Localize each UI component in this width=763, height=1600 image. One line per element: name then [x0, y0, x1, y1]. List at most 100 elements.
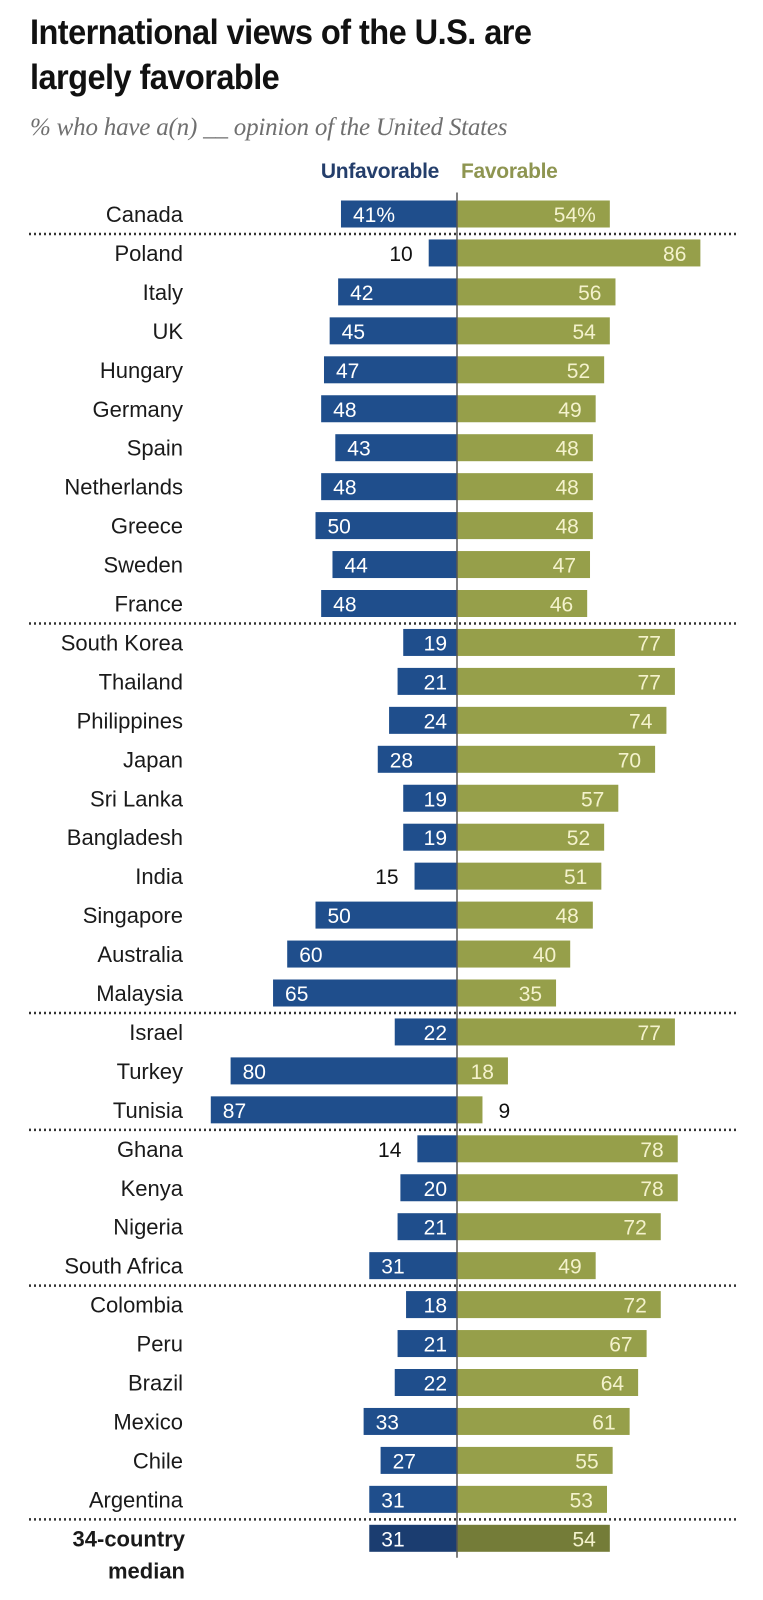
- data-label-unfavorable: 31: [381, 1256, 404, 1279]
- data-label-favorable: 49: [558, 1256, 581, 1279]
- data-label-favorable: 61: [592, 1411, 615, 1434]
- data-label-unfavorable: 21: [424, 1217, 447, 1240]
- bar-unfavorable: [329, 317, 457, 345]
- country-label: Israel: [129, 1020, 183, 1045]
- data-label-favorable: 48: [555, 516, 578, 539]
- data-label-favorable: 57: [581, 788, 604, 811]
- country-label: Italy: [143, 280, 183, 305]
- median-label: 34-country: [73, 1526, 186, 1551]
- country-label: Canada: [106, 202, 184, 227]
- bar-favorable: [457, 317, 610, 345]
- bar-favorable: [457, 1213, 661, 1241]
- bar-unfavorable: [400, 1174, 457, 1202]
- country-label: Malaysia: [96, 981, 184, 1006]
- chart-subtitle: % who have a(n) __ opinion of the United…: [30, 114, 508, 141]
- chart-title-line-2: largely favorable: [30, 58, 280, 97]
- bar-favorable: [457, 512, 593, 540]
- country-label: Bangladesh: [67, 825, 183, 850]
- bar-unfavorable: [230, 1057, 457, 1085]
- data-label-favorable: 56: [578, 282, 601, 305]
- data-label-unfavorable: 87: [223, 1100, 246, 1123]
- bar-unfavorable: [428, 239, 457, 267]
- data-label-unfavorable: 19: [424, 632, 447, 655]
- bar-unfavorable: [389, 706, 457, 734]
- bar-unfavorable: [406, 1291, 457, 1319]
- data-label-favorable: 54%: [554, 204, 596, 227]
- data-label-unfavorable: 60: [299, 944, 322, 967]
- data-label-favorable: 72: [623, 1217, 646, 1240]
- bar-favorable: [457, 434, 593, 462]
- data-label-unfavorable: 41%: [353, 204, 395, 227]
- data-label-unfavorable: 21: [424, 1334, 447, 1357]
- country-label: UK: [152, 319, 183, 344]
- country-label: Philippines: [77, 708, 183, 733]
- bar-unfavorable: [321, 395, 457, 423]
- bar-favorable: [457, 979, 557, 1007]
- data-label-favorable: 48: [555, 905, 578, 928]
- bar-favorable: [457, 1369, 639, 1396]
- country-label: Turkey: [117, 1059, 183, 1084]
- bar-favorable: [457, 1096, 483, 1124]
- country-label: South Africa: [64, 1254, 183, 1279]
- data-label-favorable: 54: [572, 321, 596, 344]
- data-label-favorable: 78: [640, 1178, 663, 1201]
- country-label: Australia: [97, 942, 183, 967]
- data-label-favorable: 52: [567, 827, 590, 850]
- country-label: Hungary: [100, 358, 183, 383]
- bar-favorable: [457, 356, 605, 384]
- country-label: Nigeria: [113, 1215, 183, 1240]
- data-label-unfavorable: 43: [347, 438, 370, 461]
- bar-unfavorable: [315, 901, 457, 929]
- bar-favorable: [457, 1485, 607, 1513]
- bar-favorable: [457, 1446, 613, 1474]
- bar-favorable: [457, 278, 616, 306]
- data-label-favorable: 77: [638, 1022, 661, 1045]
- data-label-unfavorable: 28: [390, 749, 413, 772]
- bar-unfavorable: [397, 667, 457, 695]
- data-label-unfavorable: 21: [424, 671, 447, 694]
- bar-unfavorable: [321, 473, 457, 501]
- data-label-favorable: 55: [575, 1450, 598, 1473]
- bar-unfavorable: [315, 512, 457, 540]
- bar-unfavorable: [394, 1369, 457, 1396]
- bar-unfavorable: [363, 1407, 457, 1435]
- bar-unfavorable: [369, 1485, 457, 1513]
- bar-unfavorable: [394, 1018, 457, 1046]
- country-label: Singapore: [83, 903, 183, 928]
- legend-unfavorable: Unfavorable: [320, 160, 439, 183]
- data-label-favorable: 53: [570, 1489, 593, 1512]
- data-label-unfavorable: 48: [333, 477, 356, 500]
- country-label: Tunisia: [113, 1098, 184, 1123]
- data-label-unfavorable: 47: [336, 360, 359, 383]
- data-label-favorable: 35: [519, 983, 542, 1006]
- bar-favorable: [457, 551, 591, 579]
- data-label-unfavorable: 48: [333, 399, 356, 422]
- bar-favorable: [457, 590, 588, 617]
- data-label-unfavorable: 65: [285, 983, 308, 1006]
- country-label: Poland: [114, 241, 183, 266]
- bar-favorable: [457, 1018, 675, 1046]
- data-label-favorable: 48: [555, 438, 578, 461]
- chart-title-line-1: International views of the U.S. are: [30, 13, 532, 52]
- bar-favorable: [457, 784, 619, 812]
- country-label: India: [135, 864, 183, 889]
- data-label-unfavorable: 44: [344, 555, 368, 578]
- data-label-favorable: 46: [550, 594, 573, 617]
- country-label: Germany: [93, 397, 183, 422]
- country-label: Sweden: [103, 553, 183, 578]
- data-label-unfavorable: 24: [424, 710, 448, 733]
- bar-unfavorable: [414, 862, 457, 890]
- country-label: Kenya: [121, 1176, 184, 1201]
- bar-unfavorable: [417, 1135, 457, 1163]
- country-label: Sri Lanka: [90, 786, 184, 811]
- country-label: Chile: [133, 1448, 183, 1473]
- bar-unfavorable: [380, 1446, 457, 1474]
- data-label-favorable: 48: [555, 477, 578, 500]
- bar-favorable: [457, 940, 571, 968]
- bar-unfavorable: [335, 434, 457, 462]
- data-label-unfavorable: 27: [393, 1450, 416, 1473]
- bar-favorable: [457, 862, 602, 890]
- country-label: Greece: [111, 514, 183, 539]
- data-label-unfavorable: 22: [424, 1373, 447, 1396]
